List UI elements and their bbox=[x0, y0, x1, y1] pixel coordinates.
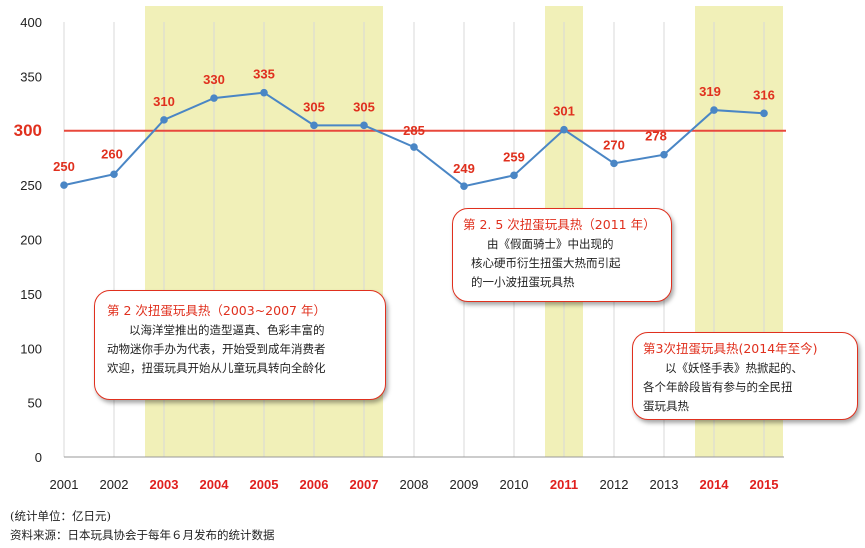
data-point bbox=[260, 88, 268, 97]
data-label: 319 bbox=[699, 84, 721, 99]
callout-3rd-boom: 第3次扭蛋玩具热(2014年至今) 以《妖怪手表》热掀起的、 各个年龄段皆有参与… bbox=[632, 332, 858, 420]
x-tick-label: 2003 bbox=[150, 477, 179, 492]
callout-text: 各个年龄段皆有参与的全民扭 bbox=[643, 380, 793, 394]
x-tick-label: 2013 bbox=[650, 477, 679, 492]
x-tick-label: 2008 bbox=[400, 477, 429, 492]
x-tick-label: 2004 bbox=[200, 477, 230, 492]
x-tick-label: 2001 bbox=[50, 477, 79, 492]
x-tick-label: 2006 bbox=[300, 477, 329, 492]
data-point bbox=[60, 181, 68, 189]
data-point bbox=[610, 159, 618, 168]
source-note: 资料来源：日本玩具协会于每年６月发布的统计数据 bbox=[10, 528, 275, 542]
x-tick-label: 2002 bbox=[100, 477, 129, 492]
y-tick-label: 250 bbox=[20, 178, 42, 193]
data-label: 278 bbox=[645, 129, 667, 144]
data-point bbox=[660, 150, 668, 159]
y-tick-label: 400 bbox=[20, 15, 42, 30]
x-axis: 2001 2002 2003 2004 2005 2006 2007 2008 2009 2010… bbox=[50, 477, 779, 492]
callout-text: 动物迷你手办为代表，开始受到成年消费者 bbox=[107, 342, 326, 356]
data-point bbox=[460, 182, 468, 191]
data-point bbox=[310, 121, 318, 130]
x-tick-label: 2007 bbox=[350, 477, 379, 492]
y-tick-label: 200 bbox=[20, 233, 42, 248]
data-label: 250 bbox=[53, 159, 75, 174]
data-label: 270 bbox=[603, 137, 625, 152]
data-point bbox=[160, 116, 168, 124]
y-axis: 0 50 100 150 200 250 300 350 400 bbox=[14, 15, 784, 465]
callout-text: 核心硬币衍生扭蛋大热而引起 bbox=[471, 256, 621, 270]
data-label: 260 bbox=[101, 146, 123, 161]
data-labels: 250 260 310 330 335 305 305 285 249 259 301 270 278 3… bbox=[53, 67, 775, 177]
callout-title: 第 2 次扭蛋玩具热（2003~2007 年） bbox=[107, 303, 326, 318]
data-label: 316 bbox=[753, 87, 775, 102]
data-point bbox=[210, 94, 218, 102]
callout-text: 蛋玩具热 bbox=[643, 399, 689, 413]
data-label: 335 bbox=[253, 67, 275, 82]
callout-text: 欢迎，扭蛋玩具开始从儿童玩具转向全龄化 bbox=[107, 361, 326, 375]
x-tick-label: 2009 bbox=[450, 477, 479, 492]
data-label: 285 bbox=[403, 123, 425, 138]
y-tick-label: 350 bbox=[20, 69, 42, 84]
callout-2-5-boom: 第 2. 5 次扭蛋玩具热（2011 年） 由《假面骑士》中出现的 核心硬币衍生… bbox=[452, 208, 672, 302]
x-tick-label: 2015 bbox=[750, 477, 779, 492]
data-label: 330 bbox=[203, 72, 225, 87]
data-label: 249 bbox=[453, 161, 475, 176]
data-label: 259 bbox=[503, 149, 525, 164]
callout-text: 以《妖怪手表》热掀起的、 bbox=[665, 361, 803, 375]
data-label: 305 bbox=[353, 99, 375, 114]
data-label: 305 bbox=[303, 99, 325, 114]
y-tick-label: 150 bbox=[20, 287, 42, 302]
data-point bbox=[760, 109, 768, 118]
callout-text: 的一小波扭蛋玩具热 bbox=[471, 275, 575, 289]
data-point bbox=[410, 143, 418, 151]
data-point bbox=[510, 171, 518, 180]
callout-2nd-boom: 第 2 次扭蛋玩具热（2003~2007 年） 以海洋堂推出的造型逼真、色彩丰富… bbox=[94, 290, 386, 400]
data-label: 310 bbox=[153, 94, 175, 109]
unit-note: (统计单位：亿日元) bbox=[10, 509, 111, 523]
x-tick-label: 2012 bbox=[600, 477, 629, 492]
callout-text: 由《假面骑士》中出现的 bbox=[487, 237, 614, 251]
x-tick-label: 2014 bbox=[700, 477, 730, 492]
y-tick-label: 300 bbox=[14, 121, 42, 140]
callout-text: 以海洋堂推出的造型逼真、色彩丰富的 bbox=[129, 323, 325, 337]
x-tick-label: 2010 bbox=[500, 477, 529, 492]
x-tick-label: 2011 bbox=[550, 477, 578, 492]
data-point bbox=[110, 170, 118, 179]
y-tick-label: 100 bbox=[20, 341, 42, 356]
callout-title: 第3次扭蛋玩具热(2014年至今) bbox=[643, 341, 818, 356]
data-point bbox=[710, 106, 718, 114]
data-series bbox=[60, 88, 768, 191]
x-tick-label: 2005 bbox=[250, 477, 279, 492]
callout-title: 第 2. 5 次扭蛋玩具热（2011 年） bbox=[463, 217, 656, 232]
data-point bbox=[360, 121, 368, 130]
y-tick-label: 50 bbox=[28, 396, 42, 411]
data-point bbox=[560, 125, 568, 134]
data-label: 301 bbox=[553, 104, 575, 119]
y-tick-label: 0 bbox=[35, 450, 42, 465]
